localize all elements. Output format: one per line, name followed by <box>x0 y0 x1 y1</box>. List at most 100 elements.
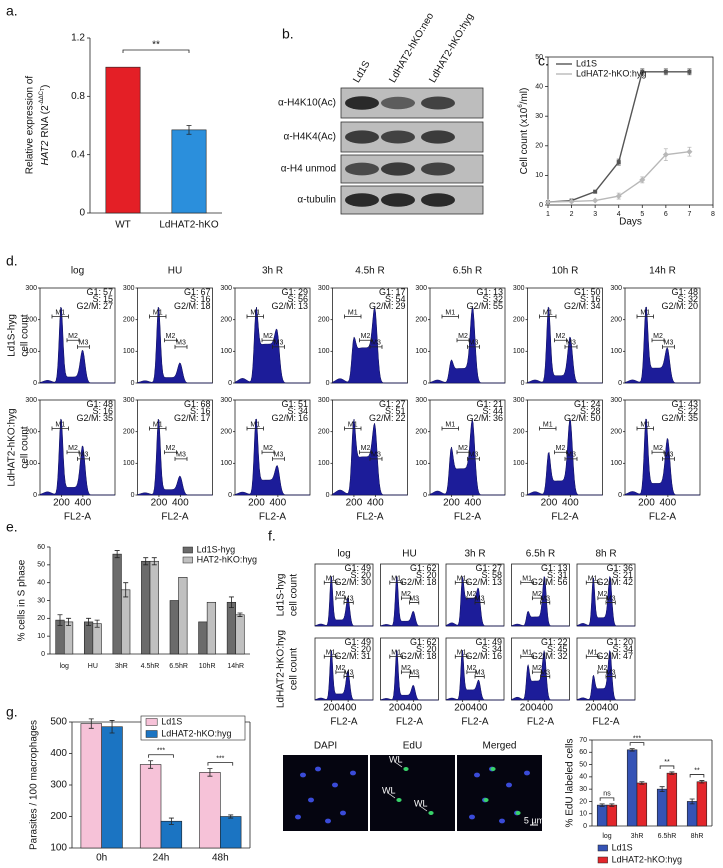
phase-stat: G1: 27 <box>475 563 502 573</box>
phase-value: 62 <box>426 637 436 647</box>
phase-value: 24 <box>590 399 600 409</box>
nucleus <box>308 797 314 803</box>
panel-label: f. <box>268 528 276 544</box>
bar <box>206 601 217 655</box>
phase-value: 43 <box>688 399 698 409</box>
phase-value: 17 <box>395 287 405 297</box>
gate-marker <box>323 580 338 585</box>
phase-name: G2/M: <box>661 301 686 311</box>
gate-marker <box>369 344 383 349</box>
arrow <box>394 761 403 768</box>
x-tick-label: 7 <box>687 211 691 218</box>
x-tick-label: 6.5hR <box>169 663 188 670</box>
antibody-label: α-tubulin <box>297 195 336 206</box>
significance-label: ** <box>664 759 670 766</box>
x-tick-label: 200 <box>151 498 168 509</box>
gate-label: M1 <box>640 309 650 316</box>
gate-label: M3 <box>469 340 479 347</box>
micrograph <box>370 755 455 831</box>
phase-stat: G2/M: 27 <box>76 301 113 311</box>
gate-marker <box>636 314 654 319</box>
x-tick-label: 8 <box>711 211 715 218</box>
x-tick-label: 400 <box>172 498 189 509</box>
bar <box>656 788 668 827</box>
marker <box>687 69 692 74</box>
y-tick-label: 200 <box>123 317 135 324</box>
phase-stat: G1: 13 <box>476 287 503 297</box>
gate-marker <box>454 580 469 585</box>
phase-name: G2/M: <box>466 413 491 423</box>
gate-label: M2 <box>68 333 78 340</box>
y-axis-label: % cells in S phase <box>17 559 28 641</box>
error-bar <box>88 718 94 729</box>
x-axis-label: FL2-A <box>527 717 555 728</box>
x-tick-label: 400 <box>405 703 422 714</box>
gate-marker <box>474 674 485 679</box>
phase-value: 58 <box>492 570 502 580</box>
x-tick-label: 400 <box>75 498 92 509</box>
gate-label: M1 <box>543 309 553 316</box>
gate-label: M3 <box>566 452 576 459</box>
lane-label: LdHAT2-hKO:hyg <box>427 12 476 85</box>
gate-label: M2 <box>467 665 477 672</box>
x-tick-label: 400 <box>367 498 384 509</box>
column-title: HU <box>402 549 416 560</box>
gate-label: M3 <box>606 595 616 602</box>
column-title: log <box>71 266 84 277</box>
gate-marker <box>344 314 362 319</box>
error-bar <box>669 771 675 775</box>
error-bar <box>699 780 705 784</box>
panel-label: g. <box>6 704 18 720</box>
gate-marker <box>441 426 459 431</box>
phase-name: G1: <box>344 563 359 573</box>
bar <box>112 553 122 655</box>
phase-stat: G1: 49 <box>344 637 371 647</box>
histogram <box>314 576 373 627</box>
significance-label: ** <box>152 40 160 51</box>
y-tick-label: 300 <box>415 285 427 292</box>
nucleus <box>300 772 306 778</box>
gate-label: M2 <box>598 665 608 672</box>
phase-stat: G2/M: 35 <box>661 413 698 423</box>
gate-marker <box>272 344 285 349</box>
x-tick-label: 200 <box>443 498 460 509</box>
histogram <box>527 306 603 384</box>
y-tick-label: 100 <box>318 460 330 467</box>
y-tick-label: 0 <box>521 380 525 387</box>
bar <box>199 772 221 849</box>
gate-label: M3 <box>540 595 550 602</box>
gate-marker <box>343 674 354 679</box>
phase-name: G1: <box>606 563 621 573</box>
phase-value: 16 <box>298 413 308 423</box>
phase-value: 44 <box>493 406 503 416</box>
y-tick-label: 0 <box>131 380 135 387</box>
phase-name: S: <box>677 294 686 304</box>
row-label: LdHAT2-hKO:hyg <box>7 408 18 486</box>
phase-stat: G1: 22 <box>541 637 568 647</box>
gate-label: M2 <box>467 591 477 598</box>
phase-name: G1: <box>541 637 556 647</box>
y-axis-label: Cell count (x106/ml) <box>518 88 530 175</box>
gate-marker <box>246 426 264 431</box>
y-tick-label: 100 <box>220 348 232 355</box>
phase-value: 13 <box>298 301 308 311</box>
legend-label: Ld1S <box>576 58 597 68</box>
histogram <box>380 575 439 627</box>
gate-label: M2 <box>336 665 346 672</box>
marker <box>545 199 551 206</box>
gate-label: M2 <box>458 445 468 452</box>
phase-value: 45 <box>557 644 567 654</box>
y-tick-label: 100 <box>123 348 135 355</box>
x-tick-label: 8hR <box>691 833 704 840</box>
y-axis-label: % EdU labeled cells <box>565 739 576 828</box>
phase-value: 21 <box>493 399 503 409</box>
gate-marker <box>323 654 338 659</box>
y-tick-label: 300 <box>25 397 37 404</box>
x-tick-label: 400 <box>340 703 357 714</box>
nucleus <box>350 770 356 776</box>
phase-stat: S: 22 <box>677 406 698 416</box>
y-tick-label: 200 <box>123 429 135 436</box>
phase-stat: G2/M: 16 <box>271 413 308 423</box>
x-tick-label: 200 <box>541 498 558 509</box>
y-tick-label: 10 <box>535 172 543 179</box>
